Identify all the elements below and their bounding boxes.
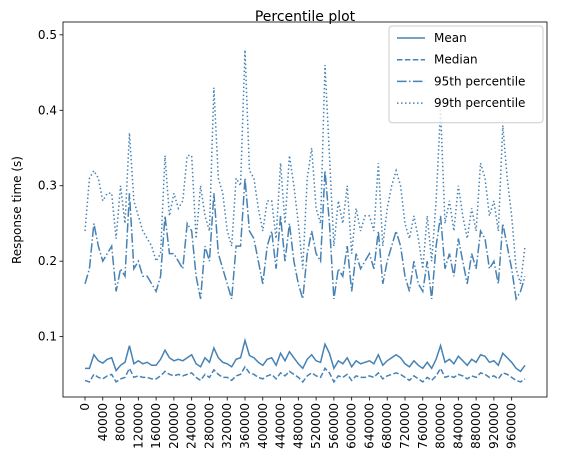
x-tick-label: 920000 bbox=[487, 403, 501, 449]
x-tick-label: 960000 bbox=[505, 403, 519, 449]
x-tick-label: 120000 bbox=[131, 403, 145, 449]
x-tick-label: 640000 bbox=[362, 403, 376, 449]
x-tick-label: 400000 bbox=[256, 403, 270, 449]
x-tick-label: 200000 bbox=[167, 403, 181, 449]
x-tick-label: 0 bbox=[78, 403, 92, 411]
legend-label: 95th percentile bbox=[434, 74, 525, 88]
plot-area bbox=[84, 49, 526, 384]
y-tick-label: 0.3 bbox=[38, 179, 57, 193]
x-tick-label: 760000 bbox=[416, 403, 430, 449]
x-tick-label: 560000 bbox=[327, 403, 341, 449]
x-tick-label: 280000 bbox=[202, 403, 216, 449]
axes-frame bbox=[62, 21, 548, 398]
series-line bbox=[85, 337, 526, 373]
x-tick-label: 240000 bbox=[185, 403, 199, 449]
x-tick-label: 800000 bbox=[434, 403, 448, 449]
x-tick-label: 320000 bbox=[220, 403, 234, 449]
legend-label: Median bbox=[434, 53, 478, 67]
x-tick-label: 840000 bbox=[451, 403, 465, 449]
legend-label: Mean bbox=[434, 31, 467, 45]
series-line bbox=[84, 49, 526, 285]
series-line bbox=[84, 170, 526, 302]
legend-box bbox=[388, 25, 544, 124]
x-tick-label: 880000 bbox=[469, 403, 483, 449]
x-tick-label: 680000 bbox=[380, 403, 394, 449]
y-axis-label: Response time (s) bbox=[10, 156, 24, 264]
y-tick-label: 0.2 bbox=[38, 254, 57, 268]
x-tick-label: 520000 bbox=[309, 403, 323, 449]
y-tick-label: 0.5 bbox=[38, 28, 57, 42]
x-tick-label: 40000 bbox=[96, 403, 110, 441]
legend-label: 99th percentile bbox=[434, 96, 525, 110]
series-line bbox=[84, 365, 526, 384]
legend: Mean Median 95th percentile 99th percentile bbox=[388, 25, 544, 124]
chart-title: Percentile plot bbox=[255, 9, 356, 25]
x-tick-label: 160000 bbox=[149, 403, 163, 449]
x-tick-label: 360000 bbox=[238, 403, 252, 449]
x-tick-label: 720000 bbox=[398, 403, 412, 449]
x-tick-label: 600000 bbox=[345, 403, 359, 449]
y-tick-label: 0.1 bbox=[38, 330, 57, 344]
y-tick-label: 0.4 bbox=[38, 103, 57, 117]
x-tick-label: 440000 bbox=[274, 403, 288, 449]
x-tick-label: 480000 bbox=[291, 403, 305, 449]
x-tick-label: 80000 bbox=[114, 403, 128, 441]
